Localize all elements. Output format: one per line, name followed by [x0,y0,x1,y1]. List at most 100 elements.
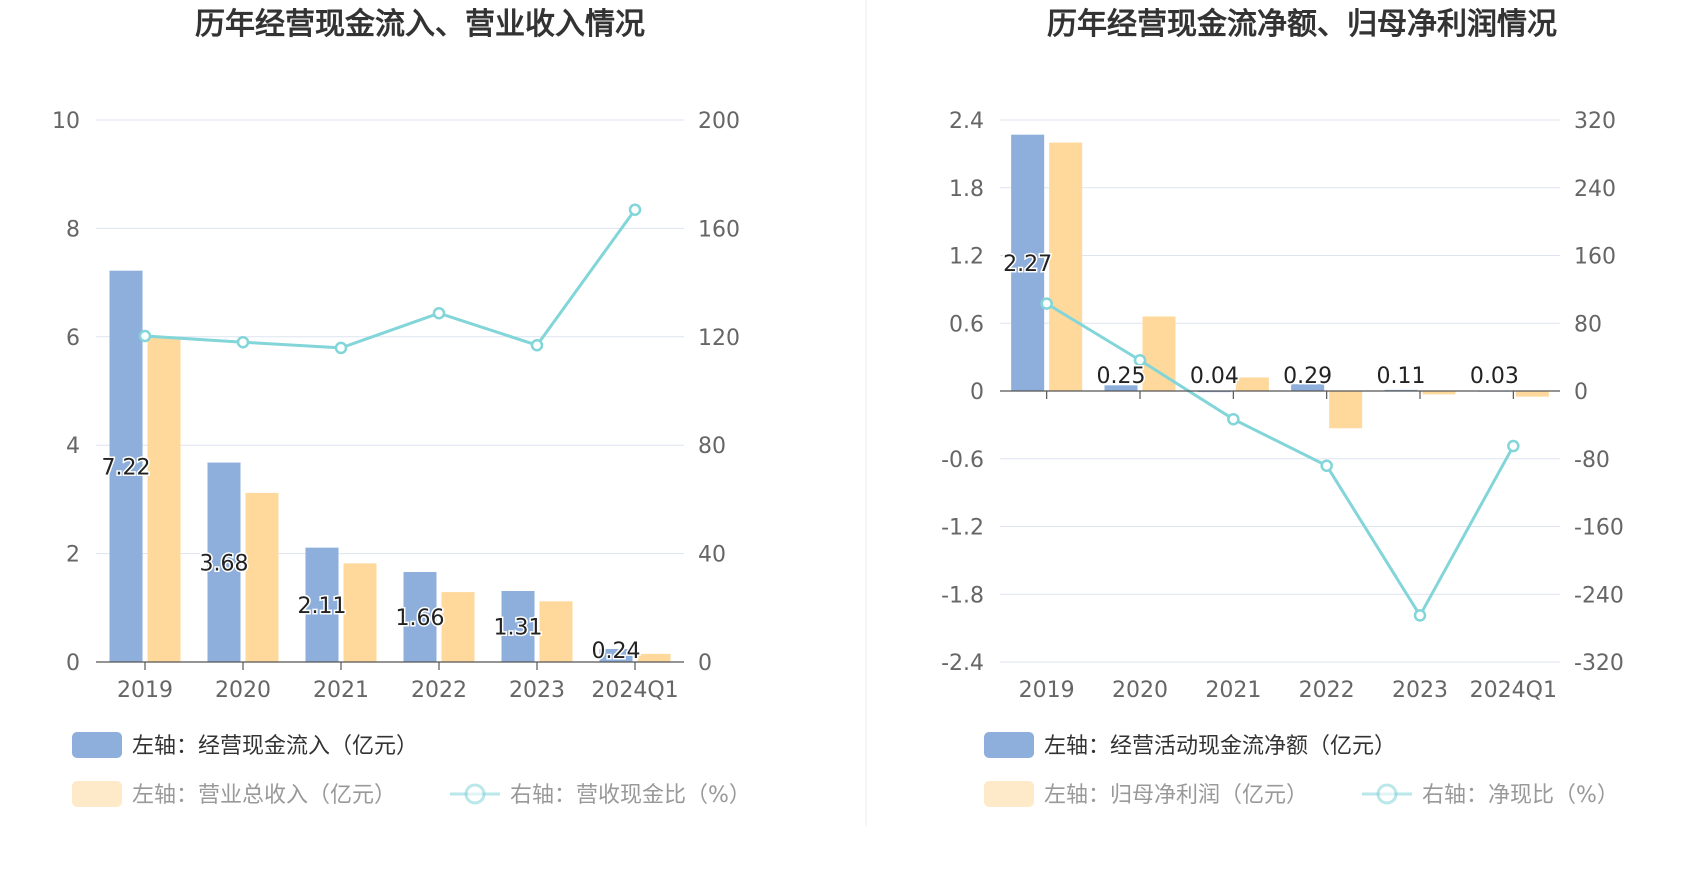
chart-2-title: 历年经营现金流净额、归母净利润情况 [1047,7,1557,42]
chart-2-data-labels: 2.27 0.25 0.04 0.29 0.11 0.03 [1002,250,1521,390]
data-label-2019: 2.27 [1003,252,1052,277]
left-tick-label: 8 [66,217,80,242]
legend-swatch-marker [464,783,486,805]
bar-primary-2022 [403,572,437,662]
x-tick-label: 2023 [1392,678,1448,703]
legend-label: 左轴：营业总收入（亿元） [132,783,396,808]
right-tick-label: 40 [698,543,726,568]
chart-1-grid [96,119,684,663]
line-point-2022 [1320,459,1333,472]
right-tick-label: 0 [1574,380,1588,405]
line-point-2021 [1227,412,1240,426]
chart-1-x-axis: 2019 2020 2021 2022 2023 2024Q1 [96,661,684,703]
right-tick-label: -160 [1574,516,1624,541]
right-tick-label: 240 [1574,177,1616,202]
chart-2-x-axis: 2019 2020 2021 2022 2023 2024Q1 [1000,390,1560,703]
left-tick-label: 1.8 [949,177,984,202]
x-tick-label: 2022 [1299,678,1355,703]
line-point-2024Q1 [1507,439,1520,453]
line-point-2021 [334,341,348,355]
line-point-2019 [138,329,152,343]
right-tick-label: 80 [698,434,726,459]
bar-primary-2020 [207,462,241,662]
left-tick-label: 10 [52,109,80,134]
chart-1-left-axis: 0 2 4 6 8 10 [52,109,80,676]
bar-secondary-2022 [1329,391,1363,429]
data-label-2022: 0.29 [1283,364,1332,389]
bar-secondary-2019 [147,336,181,662]
line-series-path [144,208,637,350]
data-label-2021: 0.04 [1190,364,1239,389]
bar-secondary-2023 [539,601,573,662]
x-tick-label: 2019 [117,678,173,703]
bar-primary-2023 [501,590,535,662]
x-tick-label: 2019 [1019,678,1075,703]
line-point-2023 [530,338,544,352]
legend-swatch-bar [72,732,122,758]
data-label-2020: 0.25 [1097,364,1146,389]
chart-1-legend[interactable]: 左轴：经营现金流入（亿元） 左轴：营业总收入（亿元） 右轴：营收现金比（%） [72,732,751,808]
left-tick-label: 0 [66,651,80,676]
bar-secondary-2020 [245,492,279,662]
right-tick-label: -240 [1574,583,1624,608]
legend-swatch-bar [72,781,122,807]
line-point-2020 [1133,354,1147,367]
x-tick-label: 2021 [1205,678,1261,703]
x-tick-label: 2023 [509,678,565,703]
bar-primary-2021 [305,547,339,662]
bar-secondary-2022 [441,592,475,662]
legend-label: 右轴：营收现金比（%） [510,783,751,808]
legend-swatch-bar [984,732,1034,758]
data-label-2019: 7.22 [102,455,151,480]
right-tick-label: 120 [698,326,740,351]
bar-secondary-2021 [343,563,377,662]
bar-secondary-2024Q1 [1515,391,1549,397]
left-tick-label: 0 [970,380,984,405]
line-point-2019 [1040,297,1053,310]
bar-primary-2019 [1011,134,1045,391]
bar-secondary-2023 [1422,391,1456,395]
chart-2-left-axis: -2.4 -1.8 -1.2 -0.6 0 0.6 1.2 1.8 2.4 [941,109,984,676]
right-tick-label: 160 [1574,245,1616,270]
line-point-2023 [1413,609,1427,622]
left-tick-label: -0.6 [941,448,984,473]
left-tick-label: 0.6 [949,312,984,337]
right-tick-label: -320 [1574,651,1624,676]
chart-2-line [1040,297,1520,622]
line-point-2024Q1 [628,203,642,216]
chart-2-bars [1011,134,1549,429]
left-tick-label: -2.4 [941,651,984,676]
chart-2-right-axis: -320 -240 -160 -80 0 80 160 240 320 [1574,109,1624,676]
bar-secondary-2019 [1049,142,1083,391]
chart-1-title: 历年经营现金流入、营业收入情况 [195,7,645,42]
left-tick-label: 2.4 [949,109,984,134]
legend-swatch-marker [1376,783,1398,805]
left-tick-label: 6 [66,326,80,351]
bar-primary-2022 [1291,384,1325,391]
chart-1-bars [109,270,671,662]
legend-swatch-bar [984,781,1034,807]
chart-2-legend[interactable]: 左轴：经营活动现金流净额（亿元） 左轴：归母净利润（亿元） 右轴：净现比（%） [984,732,1619,808]
chart-1-right-axis: 0 40 80 120 160 200 [698,109,740,676]
legend-label: 右轴：净现比（%） [1422,783,1619,808]
bar-secondary-2021 [1235,377,1269,391]
legend-label: 左轴：经营现金流入（亿元） [132,734,418,759]
legend-label: 左轴：经营活动现金流净额（亿元） [1044,734,1396,759]
data-label-2023: 0.11 [1377,364,1426,389]
chart-1-line [138,203,642,355]
x-tick-label: 2020 [215,678,271,703]
data-label-2023: 1.31 [494,615,543,640]
right-tick-label: -80 [1574,448,1610,473]
bar-primary-2020 [1104,385,1138,391]
x-tick-label: 2020 [1112,678,1168,703]
left-tick-label: -1.2 [941,516,984,541]
bar-secondary-2024Q1 [637,653,671,662]
x-tick-label: 2021 [313,678,369,703]
bar-primary-2024Q1 [599,648,633,662]
data-label-2021: 2.11 [298,594,347,619]
line-series-path [1045,302,1515,619]
right-tick-label: 80 [1574,312,1602,337]
left-tick-label: 4 [66,434,80,459]
data-label-2024Q1: 0.24 [592,639,641,664]
